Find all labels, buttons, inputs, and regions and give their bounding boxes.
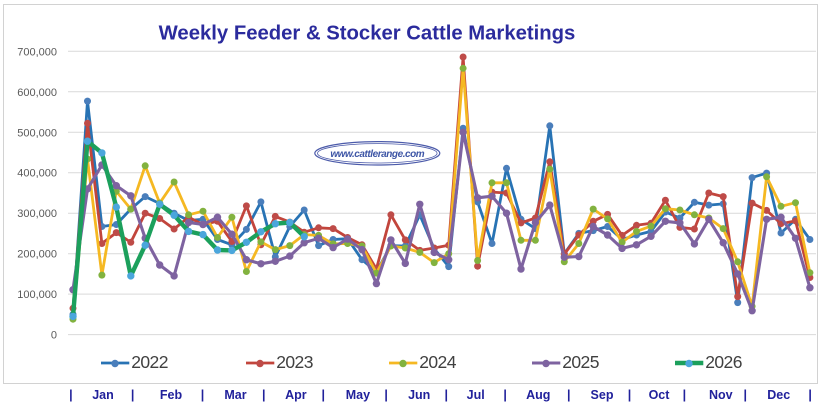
svg-text:May: May [346,388,370,402]
svg-text:|: | [69,388,73,402]
svg-text:Dec: Dec [767,388,790,402]
svg-text:|: | [503,388,507,402]
svg-text:|: | [628,388,632,402]
svg-text:2022: 2022 [131,352,168,372]
svg-text:|: | [262,388,266,402]
svg-text:2025: 2025 [562,352,599,372]
svg-text:Mar: Mar [224,388,246,402]
svg-text:100,000: 100,000 [17,289,57,301]
svg-text:300,000: 300,000 [17,208,57,220]
svg-text:|: | [131,388,135,402]
svg-text:|: | [744,388,748,402]
svg-text:|: | [384,388,388,402]
svg-text:Nov: Nov [709,388,733,402]
svg-text:|: | [321,388,325,402]
svg-text:Jan: Jan [92,388,114,402]
svg-text:|: | [683,388,687,402]
svg-text:Jun: Jun [408,388,430,402]
svg-text:Aug: Aug [526,388,550,402]
svg-text:Sep: Sep [591,388,614,402]
svg-text:www.cattlerange.com: www.cattlerange.com [330,149,424,160]
svg-text:500,000: 500,000 [17,127,57,139]
svg-text:2023: 2023 [276,352,313,372]
svg-text:Feb: Feb [160,388,183,402]
svg-text:|: | [808,388,812,402]
svg-text:2026: 2026 [705,352,742,372]
svg-text:0: 0 [51,330,57,342]
svg-text:|: | [567,388,571,402]
svg-text:Weekly Feeder & Stocker Cattle: Weekly Feeder & Stocker Cattle Marketing… [159,23,576,45]
svg-text:200,000: 200,000 [17,249,57,261]
svg-text:|: | [201,388,205,402]
svg-text:|: | [445,388,449,402]
svg-text:Jul: Jul [467,388,485,402]
svg-text:400,000: 400,000 [17,168,57,180]
svg-text:2024: 2024 [419,352,456,372]
svg-text:Apr: Apr [285,388,307,402]
svg-text:600,000: 600,000 [17,87,57,99]
svg-text:Oct: Oct [649,388,671,402]
svg-text:700,000: 700,000 [17,46,57,58]
